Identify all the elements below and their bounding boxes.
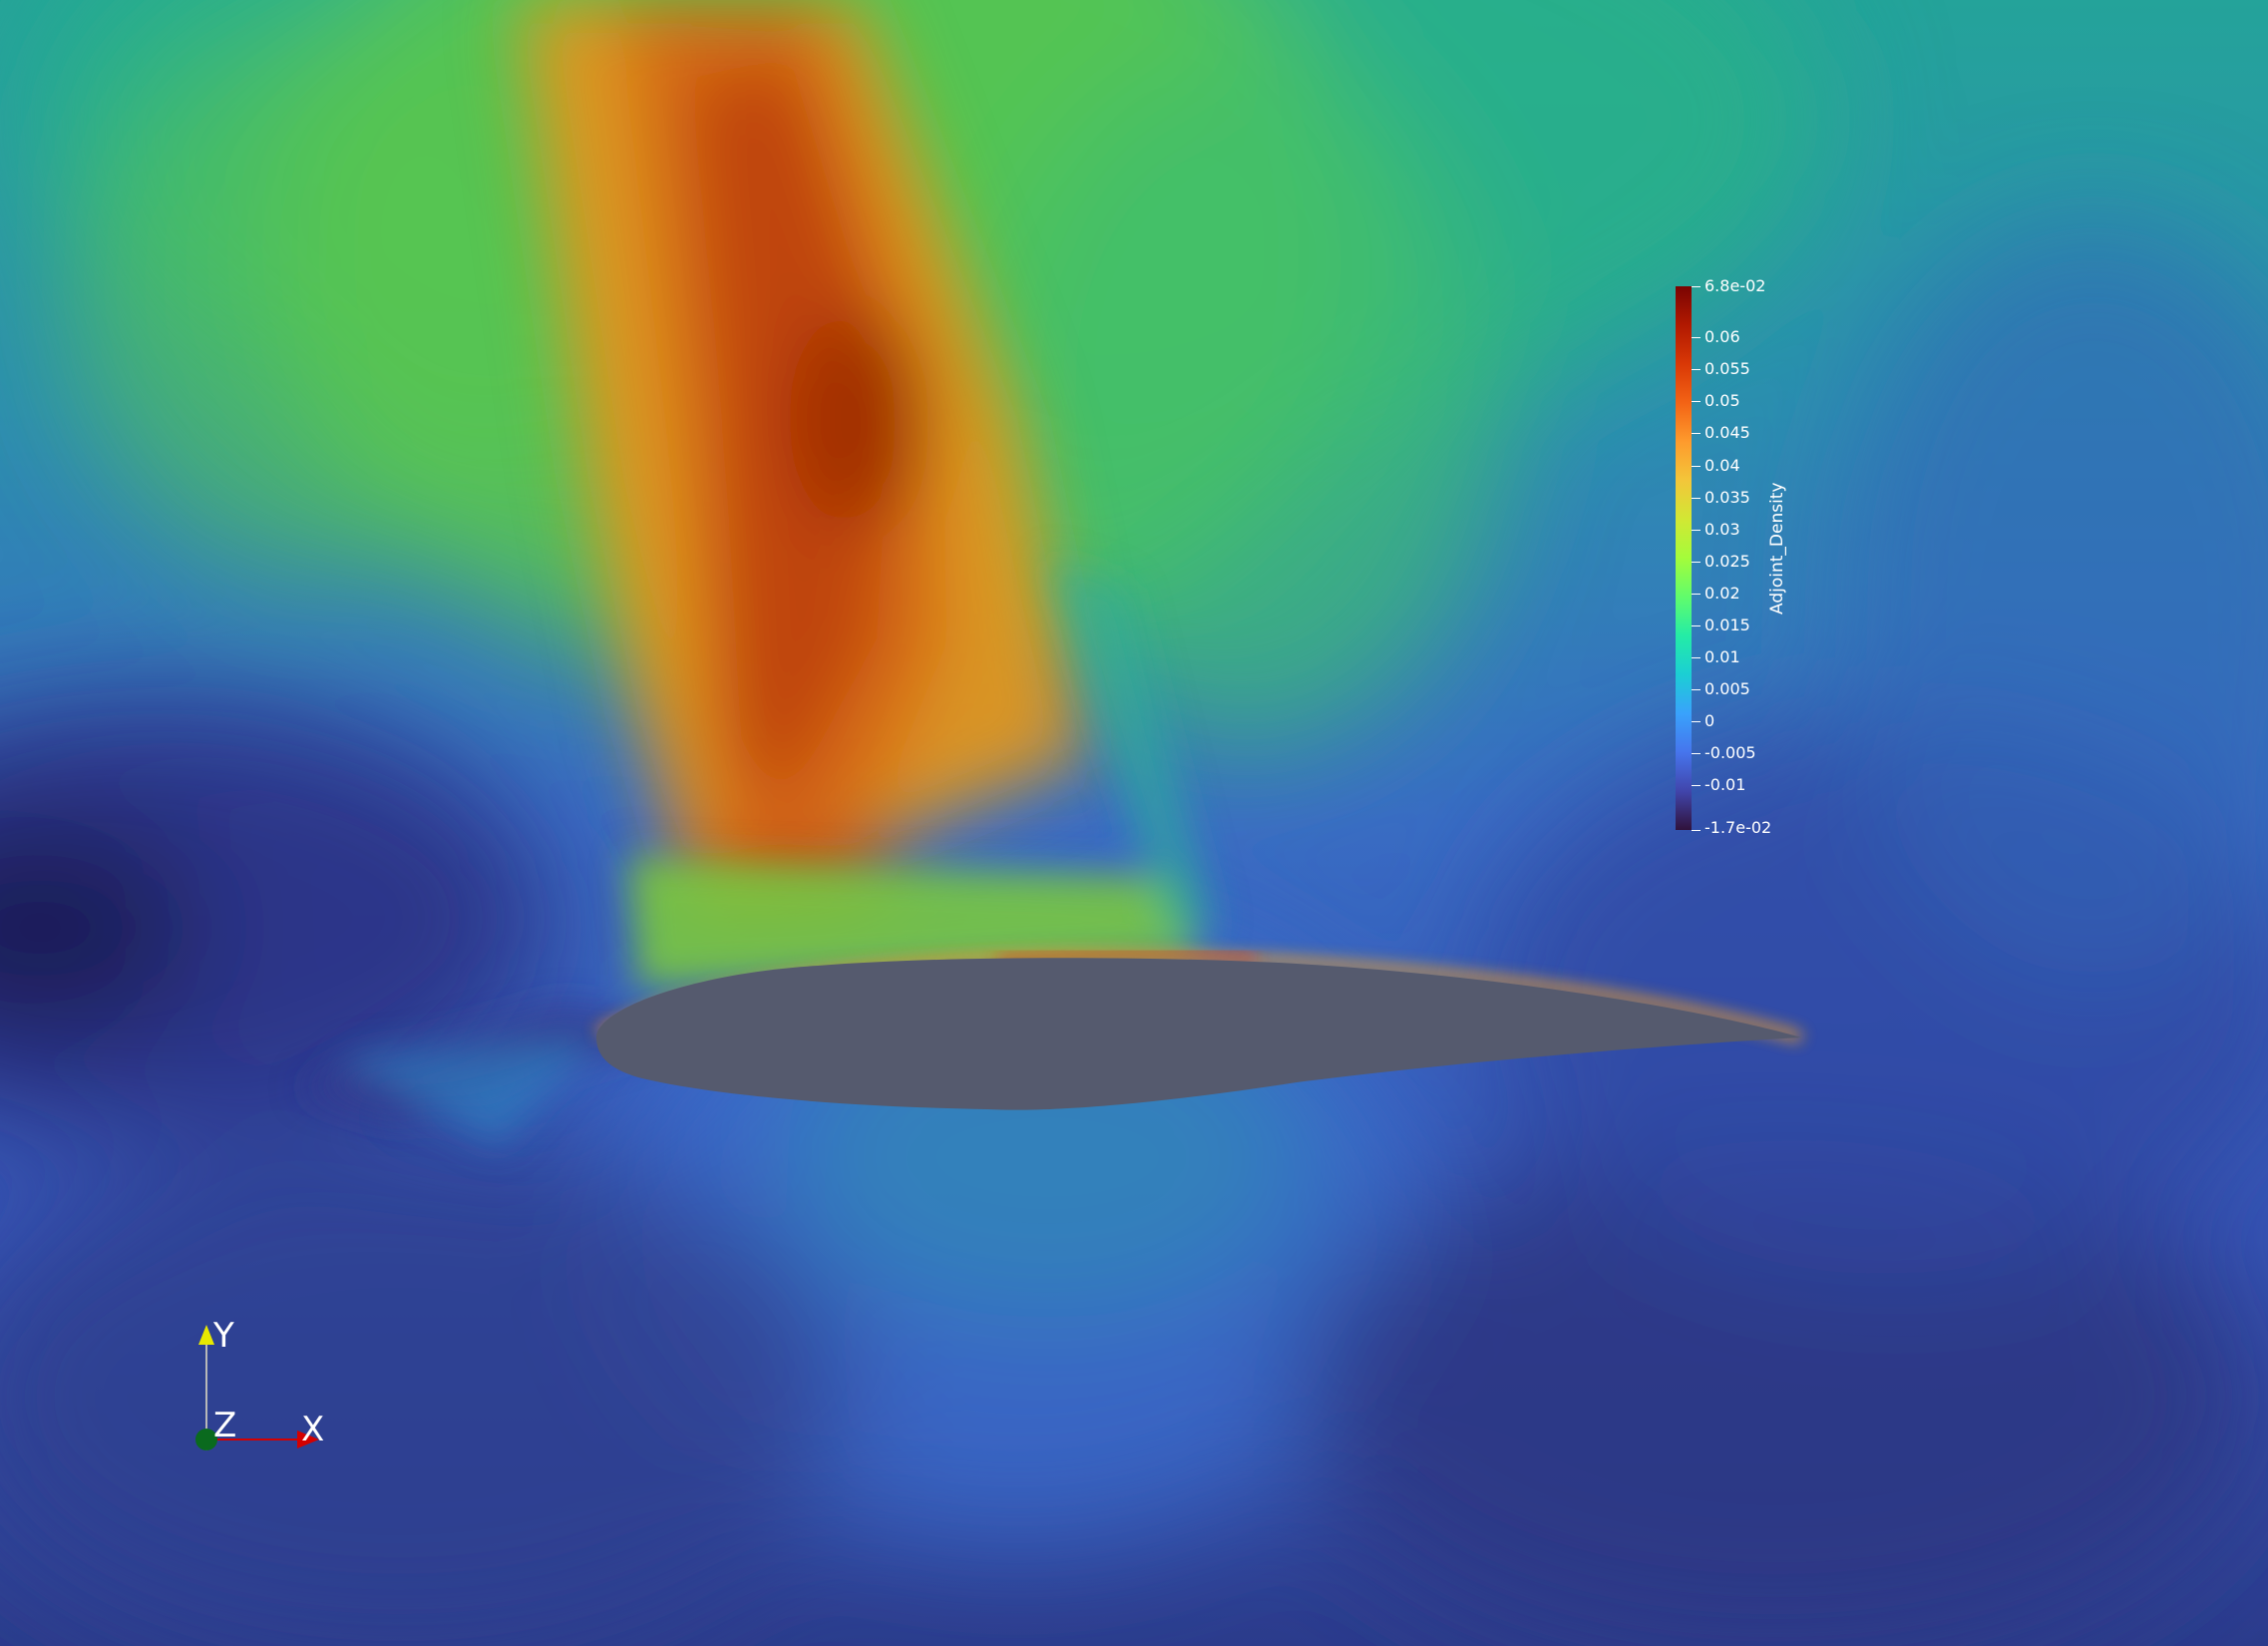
x-axis-line (206, 1439, 306, 1440)
scalar-bar-end-tick (1692, 830, 1701, 831)
scalar-bar-tick (1692, 466, 1701, 467)
scalar-bar-tick-label: 0.015 (1704, 616, 1750, 634)
scalar-bar-tick-label: -0.01 (1704, 775, 1746, 794)
scalar-bar-tick (1692, 337, 1701, 338)
scalar-bar-tick-label: 0 (1704, 711, 1715, 730)
boundary-layer-peak (996, 949, 1258, 964)
scalar-bar-tick-label: -0.005 (1704, 743, 1756, 762)
scalar-bar-tick (1692, 401, 1701, 402)
scalar-bar-title: Adjoint_Density (1767, 482, 1787, 615)
scalar-bar-tick-label: 0.025 (1704, 552, 1750, 571)
scalar-bar-tick-label: 0.06 (1704, 327, 1740, 346)
scalar-bar-tick (1692, 785, 1701, 786)
scalar-bar-tick-label: 0.05 (1704, 391, 1740, 410)
scalar-bar-max-label: 6.8e-02 (1704, 276, 1766, 295)
scalar-bar-tick-label: 0.045 (1704, 423, 1750, 442)
scalar-bar-tick-label: 0.005 (1704, 679, 1750, 698)
scalar-bar-tick-label: 0.04 (1704, 456, 1740, 475)
scalar-bar-tick (1692, 657, 1701, 658)
z-axis-dot (195, 1429, 217, 1450)
scalar-bar-tick (1692, 433, 1701, 434)
x-axis-label: X (301, 1410, 325, 1449)
shock-plume (519, 0, 1087, 918)
z-axis-label: Z (213, 1406, 237, 1445)
y-axis-line (205, 1335, 207, 1450)
scalar-bar-tick-label: 0.01 (1704, 647, 1740, 666)
y-axis-arrow (198, 1325, 214, 1345)
scalar-bar-tick (1692, 594, 1701, 595)
scalar-bar-end-tick (1692, 286, 1701, 287)
scalar-bar-tick-label: 0.035 (1704, 488, 1750, 507)
airfoil[interactable] (596, 958, 1801, 1110)
scalar-bar-tick (1692, 721, 1701, 722)
scalar-bar-tick (1692, 625, 1701, 626)
scalar-bar-tick (1692, 562, 1701, 563)
scalar-bar-tick-label: 0.02 (1704, 584, 1740, 603)
scalar-bar-tick (1692, 753, 1701, 754)
scalar-bar-tick (1692, 689, 1701, 690)
scalar-bar-tick (1692, 369, 1701, 370)
scalar-bar-min-label: -1.7e-02 (1704, 818, 1772, 837)
y-axis-label: Y (213, 1316, 234, 1356)
orientation-axes[interactable]: Y X Z (180, 1307, 339, 1466)
scalar-bar-tick (1692, 498, 1701, 499)
scalar-bar[interactable] (1676, 286, 1692, 830)
x-axis-arrow (297, 1431, 319, 1448)
scalar-bar-tick-label: 0.03 (1704, 520, 1740, 539)
scalar-bar-tick-label: 0.055 (1704, 359, 1750, 378)
scalar-bar-tick (1692, 530, 1701, 531)
